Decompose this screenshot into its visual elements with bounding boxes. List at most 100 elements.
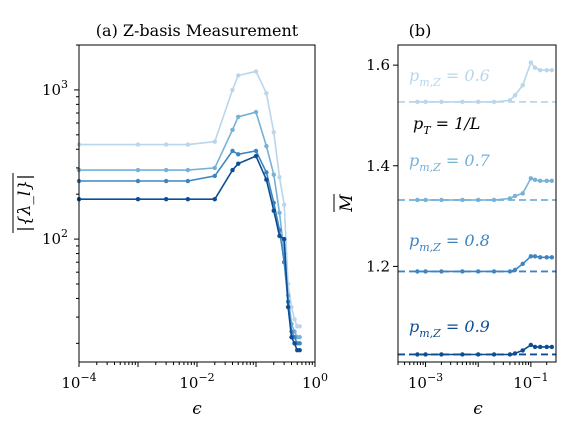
panel-a-point-1-5 [230,127,235,133]
panel-b-point-1-0 [415,197,420,203]
panel-b-point-2-3 [460,269,465,274]
panel-b-annotation-1: pT = 1/L [413,114,480,137]
panel-b-point-1-4 [476,197,481,203]
panel-a-point-0-3 [185,142,191,147]
panel-a-point-3-3 [185,197,191,202]
panel-a-point-3-12 [285,304,291,310]
panel-b-point-2-12 [544,255,549,260]
panel-b-plot-area [398,60,556,357]
panel-b-point-0-4 [476,99,481,105]
panel-a-x-ticks: 10−4 10−2 100 [61,362,328,392]
panel-b-annotation-0: pm,Z = 0.6 [409,66,490,89]
panel-b-point-0-7 [512,93,518,98]
panel-b-point-2-7 [512,267,518,273]
panel-b-point-0-11 [537,67,543,73]
panel-a-point-2-5 [230,148,235,154]
panel-a-point-1-4 [212,165,217,171]
panel-a-point-3-5 [230,167,235,173]
panel-b-y-axis-label: M [333,194,357,213]
panel-b-point-2-9 [528,254,534,259]
panel-a-point-0-16 [297,324,302,329]
panel-b-point-0-3 [460,99,465,105]
panel-a-point-1-14 [292,329,297,334]
panel-b-point-3-0 [415,352,420,357]
panel-a-y-axis-label: |{λ_l}| [12,173,35,233]
panel-a-point-1-3 [185,167,191,173]
panel-b-point-1-2 [439,197,444,203]
panel-b-point-1-5 [491,197,497,203]
panel-b: (b) 10−3 10−1 1.2 1.4 1.6 pm,Z = 0.6 pT = 1/… [333,21,557,419]
panel-a-point-0-7 [253,69,259,74]
panel-a-point-3-11 [281,236,287,242]
panel-a-title: (a) Z-basis Measurement [96,21,299,40]
panel-a-point-3-7 [253,153,259,159]
panel-a-point-1-7 [253,109,259,115]
panel-a-point-2-2 [163,178,169,184]
panel-b-point-0-1 [423,99,428,105]
panel-a-point-2-6 [236,152,241,157]
panel-b-point-1-12 [544,178,549,184]
panel-b-point-1-6 [507,196,513,201]
panel-b-point-3-6 [507,352,513,357]
panel-b-point-1-8 [520,191,525,196]
panel-a-point-0-2 [163,142,169,147]
panel-b-point-2-11 [537,255,543,260]
panel-b-point-2-8 [520,261,525,267]
panel-b-point-1-13 [549,178,555,184]
panel-b-point-2-4 [476,269,481,274]
panel-b-point-0-10 [532,65,538,70]
panel-b-point-0-13 [549,67,555,73]
panel-b-point-0-2 [439,99,444,105]
panel-b-point-1-9 [528,176,534,181]
panel-a-point-0-11 [281,202,287,207]
panel-a-point-2-14 [292,334,297,340]
panel-b-point-0-12 [544,67,549,73]
panel-b-point-3-12 [544,344,549,350]
panel-b-annotation-2: pm,Z = 0.7 [409,151,491,174]
panel-a-point-2-7 [253,148,259,154]
panel-a-y-tick-label-0: 102 [42,227,68,248]
panel-a-point-1-2 [163,167,169,173]
panel-b-point-2-5 [491,269,497,274]
panel-b-point-3-2 [439,352,444,357]
panel-a-point-2-3 [185,178,191,184]
panel-a-plot-area [76,69,302,353]
panel-a-y-tick-label-1: 103 [42,78,68,99]
panel-a-point-0-9 [271,130,276,135]
panel-b-y-ticks: 1.2 1.4 1.6 [366,56,398,275]
panel-a-point-3-13 [289,334,294,340]
panel-b-x-tick-label-1: 10−1 [513,371,548,392]
svg-text:M: M [337,194,357,213]
panel-b-point-0-8 [520,83,525,88]
panel-a-x-tick-label-1: 10−2 [179,371,214,392]
panel-b-y-tick-label-2: 1.6 [366,56,390,74]
panel-a-point-2-8 [264,170,269,175]
panel-a-point-1-6 [236,114,241,120]
panel-b-x-tick-label-0: 10−3 [408,371,443,392]
panel-b-point-3-8 [520,348,525,353]
panel-b-point-2-13 [549,255,555,260]
panel-b-point-3-10 [532,344,538,350]
panel-b-point-3-9 [528,342,534,348]
panel-b-y-tick-label-0: 1.2 [366,257,390,275]
panel-b-point-3-5 [491,352,497,357]
panel-a-point-1-9 [271,172,276,177]
panel-b-x-axis-label: ϵ [473,399,483,419]
panel-b-axes-frame [397,44,557,363]
panel-b-point-1-10 [532,177,538,183]
panel-b-point-1-1 [423,197,428,203]
panel-b-point-2-1 [423,269,428,274]
panel-b-title: (b) [409,21,432,40]
panel-a-point-3-14 [292,341,297,346]
panel-a-point-3-2 [163,197,169,202]
panel-b-annotation-4: pm,Z = 0.9 [409,317,490,340]
panel-b-point-0-0 [415,99,420,105]
panel-a-point-3-8 [264,177,269,182]
panel-a-point-3-6 [236,161,241,166]
panel-b-point-3-7 [512,351,518,356]
panel-b-point-2-2 [439,269,444,274]
panel-b-series-line-2 [417,255,552,273]
panel-b-point-2-10 [532,254,538,259]
panel-a-point-0-4 [212,139,217,144]
